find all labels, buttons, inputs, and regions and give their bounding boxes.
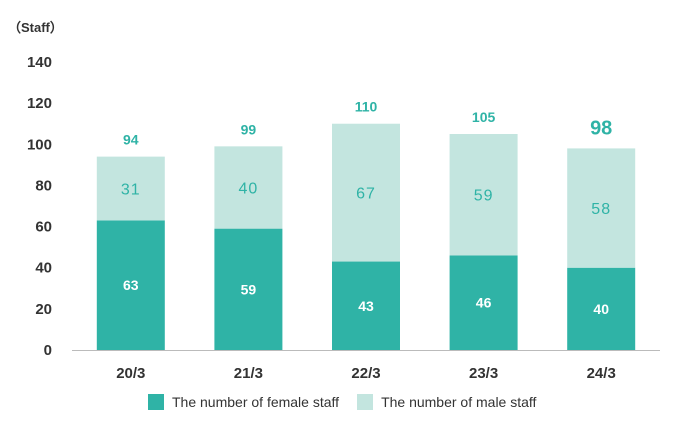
legend-item-male: The number of male staff	[357, 394, 536, 410]
bar-female	[449, 255, 518, 350]
y-tick-label: 100	[27, 136, 52, 153]
male-value-label: 40	[239, 180, 259, 197]
legend: The number of female staff The number of…	[148, 394, 554, 410]
bar-male	[332, 123, 400, 262]
female-value-label: 43	[358, 298, 374, 314]
bar-male	[449, 134, 518, 256]
bar-male	[567, 148, 636, 268]
total-value-label: 94	[123, 132, 139, 148]
total-value-label: 98	[590, 117, 612, 139]
x-tick-label: 23/3	[469, 365, 498, 382]
bar-male	[214, 146, 283, 229]
female-value-label: 63	[123, 277, 139, 293]
male-value-label: 67	[356, 186, 376, 203]
y-tick-label: 60	[35, 219, 52, 236]
bar-male	[96, 156, 165, 221]
legend-label-female: The number of female staff	[172, 394, 340, 410]
x-tick-label: 20/3	[116, 365, 145, 382]
female-value-label: 59	[241, 281, 257, 297]
total-value-label: 105	[472, 109, 496, 125]
y-tick-label: 0	[44, 342, 52, 359]
bar-female	[96, 220, 165, 350]
total-value-label: 99	[241, 121, 257, 137]
x-tick-label: 22/3	[351, 365, 380, 382]
legend-item-female: The number of female staff	[148, 394, 339, 410]
bar-labels: 63 31 94 59 40 99 43 67 110 46 59 105 40 58 98	[121, 99, 612, 317]
x-tick-label: 24/3	[587, 365, 616, 382]
x-axis: 20/3 21/3 22/3 23/3 24/3	[72, 350, 660, 382]
x-tick-label: 21/3	[234, 365, 263, 382]
female-value-label: 40	[593, 301, 609, 317]
female-value-label: 46	[476, 295, 492, 311]
y-tick-label: 80	[35, 177, 52, 194]
bars	[96, 123, 636, 350]
male-value-label: 31	[121, 182, 141, 199]
y-tick-label: 20	[35, 301, 52, 318]
male-value-label: 59	[474, 188, 494, 205]
y-unit-label: （Staff）	[8, 20, 63, 35]
bar-female	[332, 261, 400, 350]
legend-label-male: The number of male staff	[381, 394, 537, 410]
y-tick-label: 40	[35, 260, 52, 277]
legend-swatch-female	[148, 394, 164, 410]
y-tick-label: 140	[27, 54, 52, 71]
male-value-label: 58	[591, 201, 611, 218]
bar-female	[567, 267, 636, 350]
total-value-label: 110	[355, 99, 378, 115]
y-tick-label: 120	[27, 95, 52, 112]
legend-swatch-male	[357, 394, 374, 410]
y-axis: 0 20 40 60 80 100 120 140	[27, 54, 52, 359]
bar-female	[214, 228, 283, 350]
